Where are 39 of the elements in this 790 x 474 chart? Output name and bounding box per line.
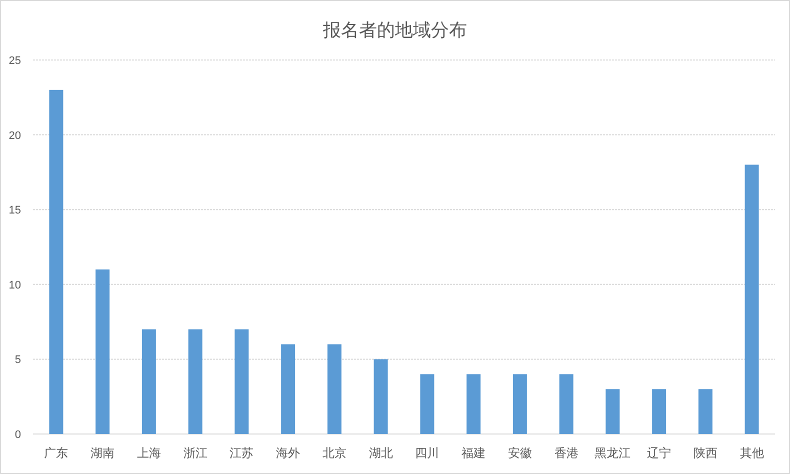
x-tick-label: 浙江: [183, 446, 208, 460]
x-tick-label: 黑龙江: [594, 446, 631, 460]
y-tick-label: 15: [8, 204, 21, 217]
chart-title: 报名者的地域分布: [322, 20, 467, 40]
bar: [466, 374, 481, 434]
bar: [327, 344, 342, 434]
bar: [512, 374, 527, 434]
y-tick-label: 20: [8, 130, 21, 142]
y-tick-label: 25: [8, 55, 21, 67]
bar: [188, 329, 202, 434]
bar: [652, 389, 666, 434]
bar: [234, 329, 249, 434]
bar: [606, 389, 620, 434]
x-tick-label: 安徽: [508, 446, 532, 460]
x-tick-label: 广东: [44, 446, 68, 460]
bar: [420, 374, 434, 434]
x-tick-label: 湖北: [368, 446, 393, 460]
x-tick-label: 其他: [740, 446, 764, 460]
y-tick-label: 10: [8, 279, 21, 292]
bar: [142, 329, 156, 434]
bar: [49, 90, 64, 434]
bar: [698, 389, 712, 434]
x-tick-label: 四川: [415, 446, 440, 460]
x-tick-label: 北京: [322, 446, 346, 460]
y-tick-label: 0: [14, 429, 21, 441]
x-tick-label: 辽宁: [647, 446, 672, 460]
bar: [281, 344, 296, 434]
y-tick-label: 5: [14, 354, 21, 366]
x-tick-label: 江苏: [230, 446, 254, 460]
x-tick-label: 福建: [462, 446, 486, 460]
bar: [559, 374, 574, 434]
bar: [96, 269, 110, 434]
x-tick-label: 湖南: [90, 446, 115, 460]
bar: [374, 359, 388, 434]
x-tick-label: 上海: [136, 446, 161, 460]
bar: [744, 164, 759, 434]
x-tick-label: 海外: [276, 446, 300, 460]
x-tick-label: 香港: [554, 446, 578, 460]
x-tick-label: 陕西: [693, 446, 718, 460]
